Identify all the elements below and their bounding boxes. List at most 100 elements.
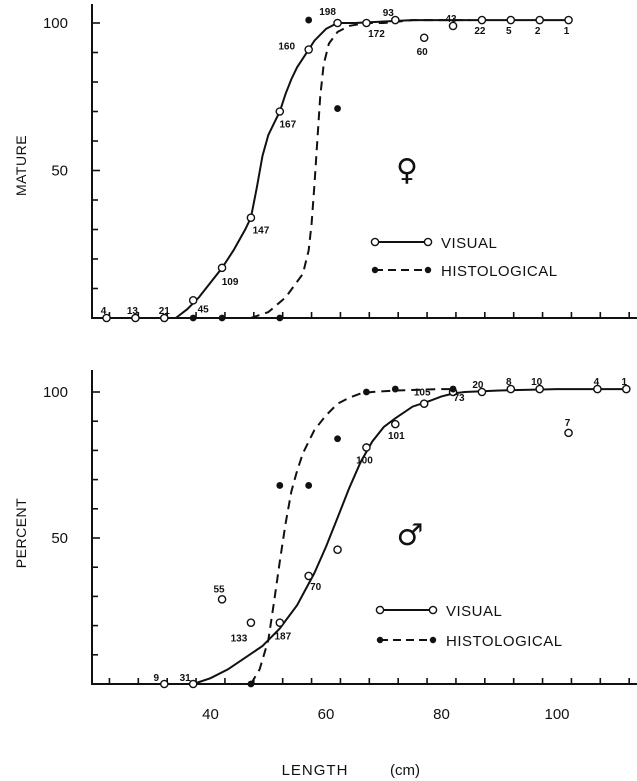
visual-point xyxy=(159,679,169,689)
visual-point xyxy=(131,313,140,323)
visual-point xyxy=(304,571,313,581)
sample-count-label: 5 xyxy=(506,26,512,37)
legend-marker xyxy=(423,237,433,247)
visual-point xyxy=(188,679,198,689)
sample-count-label: 1 xyxy=(564,26,570,37)
histological-point xyxy=(334,105,341,112)
legend-marker xyxy=(424,266,432,274)
histological-point xyxy=(189,314,197,322)
sample-count-label: 9 xyxy=(154,673,160,684)
sample-count-label: 4 xyxy=(101,306,107,317)
visual-point xyxy=(217,595,227,604)
y-tick-label: 100 xyxy=(43,384,68,401)
sample-count-label: 31 xyxy=(180,673,192,684)
y-axis-title: MATURE xyxy=(13,135,29,196)
histological-point xyxy=(391,385,399,393)
visual-point xyxy=(159,313,169,323)
sample-count-label: 133 xyxy=(231,634,248,645)
sample-count-label: 10 xyxy=(531,377,543,388)
sample-count-label: 7 xyxy=(565,418,571,429)
histological-point xyxy=(305,16,313,24)
sample-count-label: 22 xyxy=(474,26,486,37)
y-tick-label: 50 xyxy=(51,530,68,547)
legend-marker xyxy=(429,636,437,644)
legend-label: HISTOLOGICAL xyxy=(441,263,558,280)
sample-count-label: 13 xyxy=(127,306,139,317)
sample-count-label: 70 xyxy=(310,582,322,593)
sample-count-label: 21 xyxy=(159,306,171,317)
male-symbol: ♂ xyxy=(397,518,424,553)
x-axis-title: LENGTH xyxy=(282,762,349,779)
sample-count-label: 198 xyxy=(319,7,336,18)
x-axis-unit: (cm) xyxy=(390,762,420,779)
histological-point xyxy=(276,314,284,322)
sample-count-label: 1 xyxy=(622,377,628,388)
visual-point xyxy=(246,618,256,627)
sample-count-label: 100 xyxy=(356,455,373,466)
visual-point xyxy=(362,18,371,28)
visual-point xyxy=(333,18,342,28)
visual-point xyxy=(275,107,285,116)
visual-point xyxy=(477,387,487,397)
sample-count-label: 147 xyxy=(253,226,270,237)
visual-point xyxy=(275,618,285,627)
sample-count-label: 45 xyxy=(198,304,210,315)
histological-point xyxy=(247,680,255,688)
legend-marker xyxy=(375,605,385,615)
visual-point xyxy=(564,428,573,438)
histological-point xyxy=(218,314,226,322)
y-tick-label: 100 xyxy=(43,15,68,32)
visual-point xyxy=(535,15,544,25)
sample-count-label: 20 xyxy=(472,380,484,391)
visual-point xyxy=(506,15,516,25)
visual-point xyxy=(390,419,400,429)
histological-point xyxy=(363,388,370,396)
female-symbol: ♀ xyxy=(396,153,418,188)
histological-point xyxy=(305,482,313,489)
visual-point xyxy=(419,399,429,408)
legend-marker xyxy=(428,605,438,615)
sample-count-label: 2 xyxy=(535,26,541,37)
visual-point xyxy=(419,33,429,43)
legend-label: VISUAL xyxy=(441,235,497,252)
sample-count-label: 4 xyxy=(594,377,600,388)
visual-point xyxy=(217,263,227,273)
visual-point xyxy=(188,295,198,305)
sample-count-label: 8 xyxy=(506,377,512,388)
x-tick-label: 60 xyxy=(318,706,335,723)
histological-curve xyxy=(250,19,471,319)
visual-point xyxy=(246,213,256,222)
legend-label: HISTOLOGICAL xyxy=(446,633,563,650)
legend-label: VISUAL xyxy=(446,603,502,620)
histological-point xyxy=(449,385,457,393)
visual-point xyxy=(477,15,487,25)
sample-count-label: 101 xyxy=(388,431,405,442)
legend-marker xyxy=(371,266,379,274)
visual-point xyxy=(333,545,342,554)
histological-curve xyxy=(250,388,454,685)
visual-point xyxy=(622,384,631,394)
sample-count-label: 160 xyxy=(278,42,295,53)
sample-count-label: 73 xyxy=(453,393,465,404)
sample-count-label: 167 xyxy=(279,120,296,131)
x-tick-label: 100 xyxy=(544,706,569,723)
sample-count-label: 109 xyxy=(222,277,239,288)
sample-count-label: 60 xyxy=(417,47,429,58)
sample-count-label: 43 xyxy=(445,14,457,25)
visual-point xyxy=(535,384,544,394)
x-tick-label: 80 xyxy=(433,706,450,723)
y-axis-title: PERCENT xyxy=(13,498,29,568)
histological-point xyxy=(334,435,341,443)
sample-count-label: 172 xyxy=(368,29,385,40)
visual-point xyxy=(448,21,458,31)
visual-point xyxy=(564,15,573,25)
sample-count-label: 93 xyxy=(383,8,395,19)
visual-point xyxy=(304,45,313,54)
x-tick-label: 40 xyxy=(202,706,219,723)
visual-point xyxy=(593,384,602,394)
visual-point xyxy=(506,384,516,394)
y-tick-label: 50 xyxy=(51,163,68,180)
legend-marker xyxy=(370,237,380,247)
sample-count-label: 187 xyxy=(274,632,291,643)
